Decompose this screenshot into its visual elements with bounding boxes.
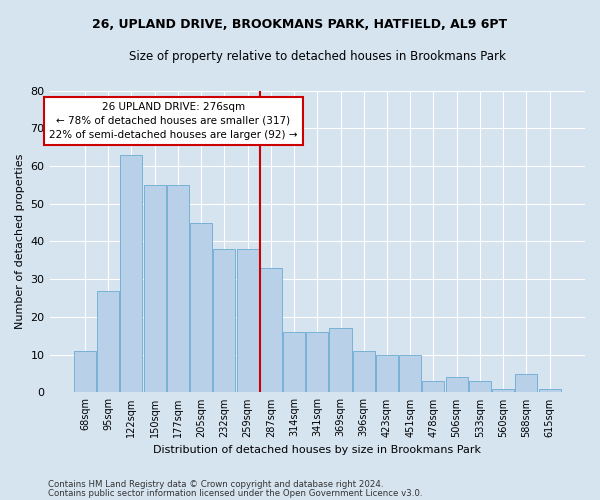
Bar [329,328,352,392]
Bar [260,268,282,392]
Bar [143,185,166,392]
Bar [492,388,514,392]
Bar [376,354,398,393]
Bar [97,290,119,392]
Bar [353,351,375,393]
Bar [190,222,212,392]
Text: 26 UPLAND DRIVE: 276sqm
← 78% of detached houses are smaller (317)
22% of semi-d: 26 UPLAND DRIVE: 276sqm ← 78% of detache… [49,102,298,140]
X-axis label: Distribution of detached houses by size in Brookmans Park: Distribution of detached houses by size … [153,445,481,455]
Text: Contains HM Land Registry data © Crown copyright and database right 2024.: Contains HM Land Registry data © Crown c… [48,480,383,489]
Bar [74,351,96,393]
Bar [469,381,491,392]
Bar [283,332,305,392]
Text: 26, UPLAND DRIVE, BROOKMANS PARK, HATFIELD, AL9 6PT: 26, UPLAND DRIVE, BROOKMANS PARK, HATFIE… [92,18,508,30]
Bar [399,354,421,393]
Bar [306,332,328,392]
Bar [213,249,235,392]
Bar [236,249,259,392]
Bar [121,154,142,392]
Bar [539,388,560,392]
Bar [422,381,445,392]
Title: Size of property relative to detached houses in Brookmans Park: Size of property relative to detached ho… [129,50,506,63]
Bar [167,185,189,392]
Bar [515,374,538,392]
Y-axis label: Number of detached properties: Number of detached properties [15,154,25,329]
Text: Contains public sector information licensed under the Open Government Licence v3: Contains public sector information licen… [48,488,422,498]
Bar [446,378,468,392]
